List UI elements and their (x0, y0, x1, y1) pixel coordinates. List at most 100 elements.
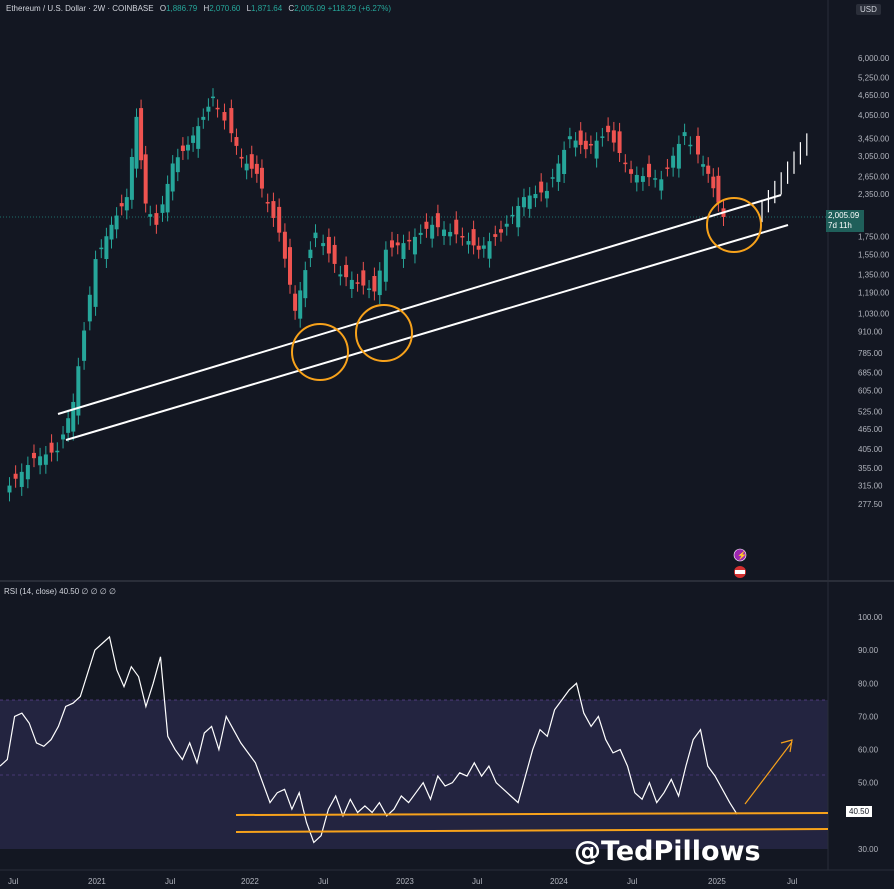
high-value: 2,070.60 (209, 4, 241, 13)
candle-body (234, 137, 239, 146)
price-tick-label: 1,350.00 (858, 270, 890, 279)
rsi-arrow-head (780, 739, 793, 753)
candle-body (671, 155, 676, 168)
candle-body (210, 96, 215, 99)
candle-body (556, 163, 561, 182)
candle-body (308, 249, 313, 259)
time-tick-label: Jul (627, 877, 637, 886)
candle-body (349, 279, 354, 290)
candle-body (49, 442, 54, 453)
candle-body (143, 154, 148, 204)
candle-body (653, 178, 658, 180)
price-tick-label: 1,030.00 (858, 310, 890, 319)
time-tick-label: Jul (318, 877, 328, 886)
candle-body (249, 154, 254, 169)
candle-body (38, 456, 43, 466)
candle-body (265, 202, 270, 204)
candle-body (104, 236, 109, 260)
candle-body (510, 214, 515, 217)
candle-body (617, 131, 622, 153)
candle-body (521, 197, 526, 208)
candle-body (377, 270, 382, 296)
candle-body (665, 167, 670, 169)
time-tick-label: 2024 (550, 877, 568, 886)
projection-bars (761, 133, 808, 223)
candle-body (303, 270, 308, 299)
candle-body (229, 108, 234, 134)
candle-body (76, 366, 81, 416)
price-tick-label: 785.00 (858, 349, 883, 358)
price-tick-label: 355.00 (858, 464, 883, 473)
candle-body (170, 163, 175, 192)
candle-body (716, 175, 721, 203)
time-tick-label: Jul (165, 877, 175, 886)
rsi-value-label: 40.50 (846, 806, 873, 817)
candle-body (129, 156, 134, 200)
candle-body (696, 135, 700, 155)
candle-body (516, 205, 521, 228)
candle-body (504, 223, 509, 227)
candle-body (390, 240, 394, 248)
candle-body (313, 232, 318, 239)
price-tick-label: 2,650.00 (858, 173, 890, 182)
price-tick-label: 4,650.00 (858, 91, 890, 100)
candle-body (61, 434, 66, 440)
candle-body (175, 157, 180, 173)
candle-body (401, 243, 406, 259)
candle-body (254, 163, 259, 174)
candle-body (460, 236, 465, 238)
candle-body (367, 288, 372, 290)
candle-body (277, 206, 282, 233)
candle-body (321, 243, 326, 247)
price-tick-label: 685.00 (858, 369, 883, 378)
support-touch-circle-2 (355, 304, 413, 362)
candle-body (361, 270, 366, 286)
time-tick-label: 2023 (396, 877, 414, 886)
candle-body (533, 194, 538, 199)
candle-body (588, 143, 593, 146)
candle-body (659, 179, 664, 191)
rsi-axis: 100.00 90.00 80.00 70.00 60.00 50.00 30.00 (858, 613, 883, 854)
candle-body (222, 112, 227, 121)
candle-body (154, 213, 159, 225)
rsi-tick-label: 70.00 (858, 712, 879, 721)
close-value: 2,005.09 (294, 4, 326, 13)
currency-tag[interactable]: USD (856, 4, 881, 15)
rsi-band (0, 700, 828, 849)
support-touch-circle-3 (706, 197, 762, 253)
candle-body (688, 144, 693, 147)
candle-body (180, 145, 185, 152)
candle-body (206, 106, 211, 112)
candle-body (372, 275, 377, 292)
candle-body (600, 136, 605, 138)
candle-body (583, 140, 588, 150)
candle-body (119, 203, 124, 207)
change-value: +118.29 (+6.27%) (327, 4, 392, 13)
price-tick-label: 6,000.00 (858, 54, 890, 63)
rsi-projection-arrow (744, 741, 793, 805)
price-tick-label: 277.50 (858, 500, 883, 509)
rsi-support-upper (235, 812, 829, 816)
time-tick-label: 2025 (708, 877, 726, 886)
candle-body (606, 125, 611, 133)
candle-body (454, 219, 459, 235)
candle-body (611, 130, 616, 143)
candle-body (701, 164, 706, 167)
candle-body (160, 204, 165, 213)
price-tick-label: 315.00 (858, 481, 883, 490)
candle-body (430, 224, 435, 239)
price-tick-label: 525.00 (858, 407, 883, 416)
trendline-upper (57, 194, 782, 415)
candle-body (476, 245, 481, 250)
candle-body (148, 214, 153, 217)
candle-body (31, 452, 36, 459)
rsi-tick-label: 30.00 (858, 845, 879, 854)
last-price: 2,005.09 (828, 211, 860, 220)
price-tick-label: 5,250.00 (858, 73, 890, 82)
lightning-icon[interactable] (733, 548, 747, 562)
candle-body (544, 190, 549, 199)
candle-body (640, 176, 645, 182)
candle-body (109, 224, 114, 240)
candle-body (13, 473, 18, 479)
